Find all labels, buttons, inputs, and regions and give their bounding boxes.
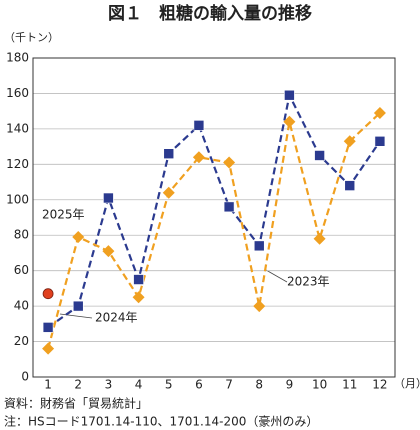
x-tick-label: 1 <box>44 378 52 392</box>
point <box>223 201 235 213</box>
x-tick-label: 6 <box>195 378 203 392</box>
y-tick-label: 160 <box>6 86 29 100</box>
y-tick-label: 60 <box>14 263 29 277</box>
plot-border <box>32 57 396 378</box>
footnote: 注：HSコード1701.14-110、1701.14-200（豪州のみ） <box>4 414 318 429</box>
point <box>374 135 386 147</box>
series-line <box>47 112 381 349</box>
y-tick-label: 140 <box>6 121 29 135</box>
point <box>42 288 54 300</box>
point <box>373 106 386 119</box>
point <box>133 274 144 285</box>
x-tick-label: 7 <box>225 378 233 392</box>
x-tick-label: 8 <box>255 378 263 392</box>
source-note: 資料：財務省「貿易統計」 <box>4 396 148 411</box>
x-tick-label: 2 <box>74 378 82 392</box>
point <box>253 240 265 252</box>
series-line <box>47 91 381 329</box>
point <box>163 148 175 159</box>
y-tick-label: 80 <box>14 228 29 242</box>
point <box>283 115 296 128</box>
chart-title: 図１ 粗糖の輸入量の推移 <box>108 3 312 24</box>
point <box>72 300 84 312</box>
y-tick-label: 120 <box>6 157 29 171</box>
y-tick-label: 100 <box>6 192 29 206</box>
x-tick-label: 10 <box>312 378 327 392</box>
point <box>132 291 145 304</box>
x-tick-label: 4 <box>135 378 143 392</box>
point <box>313 232 326 245</box>
point <box>223 156 236 169</box>
point <box>192 151 205 164</box>
point <box>344 180 356 191</box>
leader-line <box>59 313 93 319</box>
point <box>193 120 205 131</box>
point <box>72 230 85 243</box>
point <box>253 300 266 313</box>
x-tick-label: 3 <box>105 378 113 392</box>
y-axis-label: （千トン） <box>4 31 59 44</box>
point <box>102 245 115 258</box>
x-tick-label: 9 <box>286 378 294 392</box>
point <box>343 135 356 148</box>
point <box>284 89 295 101</box>
point <box>103 192 114 204</box>
x-tick-label: 12 <box>372 378 387 392</box>
x-axis-label: （月） <box>394 377 420 390</box>
point <box>42 342 55 355</box>
y-tick-label: 0 <box>21 370 29 384</box>
leader-line <box>265 269 288 283</box>
y-tick-label: 20 <box>14 334 29 348</box>
series-label: 2025年 <box>42 208 85 222</box>
x-tick-label: 11 <box>342 378 357 392</box>
point <box>162 186 175 199</box>
series-label: 2023年 <box>287 275 330 289</box>
point <box>42 322 54 333</box>
series-label: 2024年 <box>95 311 138 325</box>
y-tick-label: 180 <box>6 51 29 65</box>
x-tick-label: 5 <box>165 378 173 392</box>
point <box>314 150 325 161</box>
y-tick-label: 40 <box>14 299 29 313</box>
